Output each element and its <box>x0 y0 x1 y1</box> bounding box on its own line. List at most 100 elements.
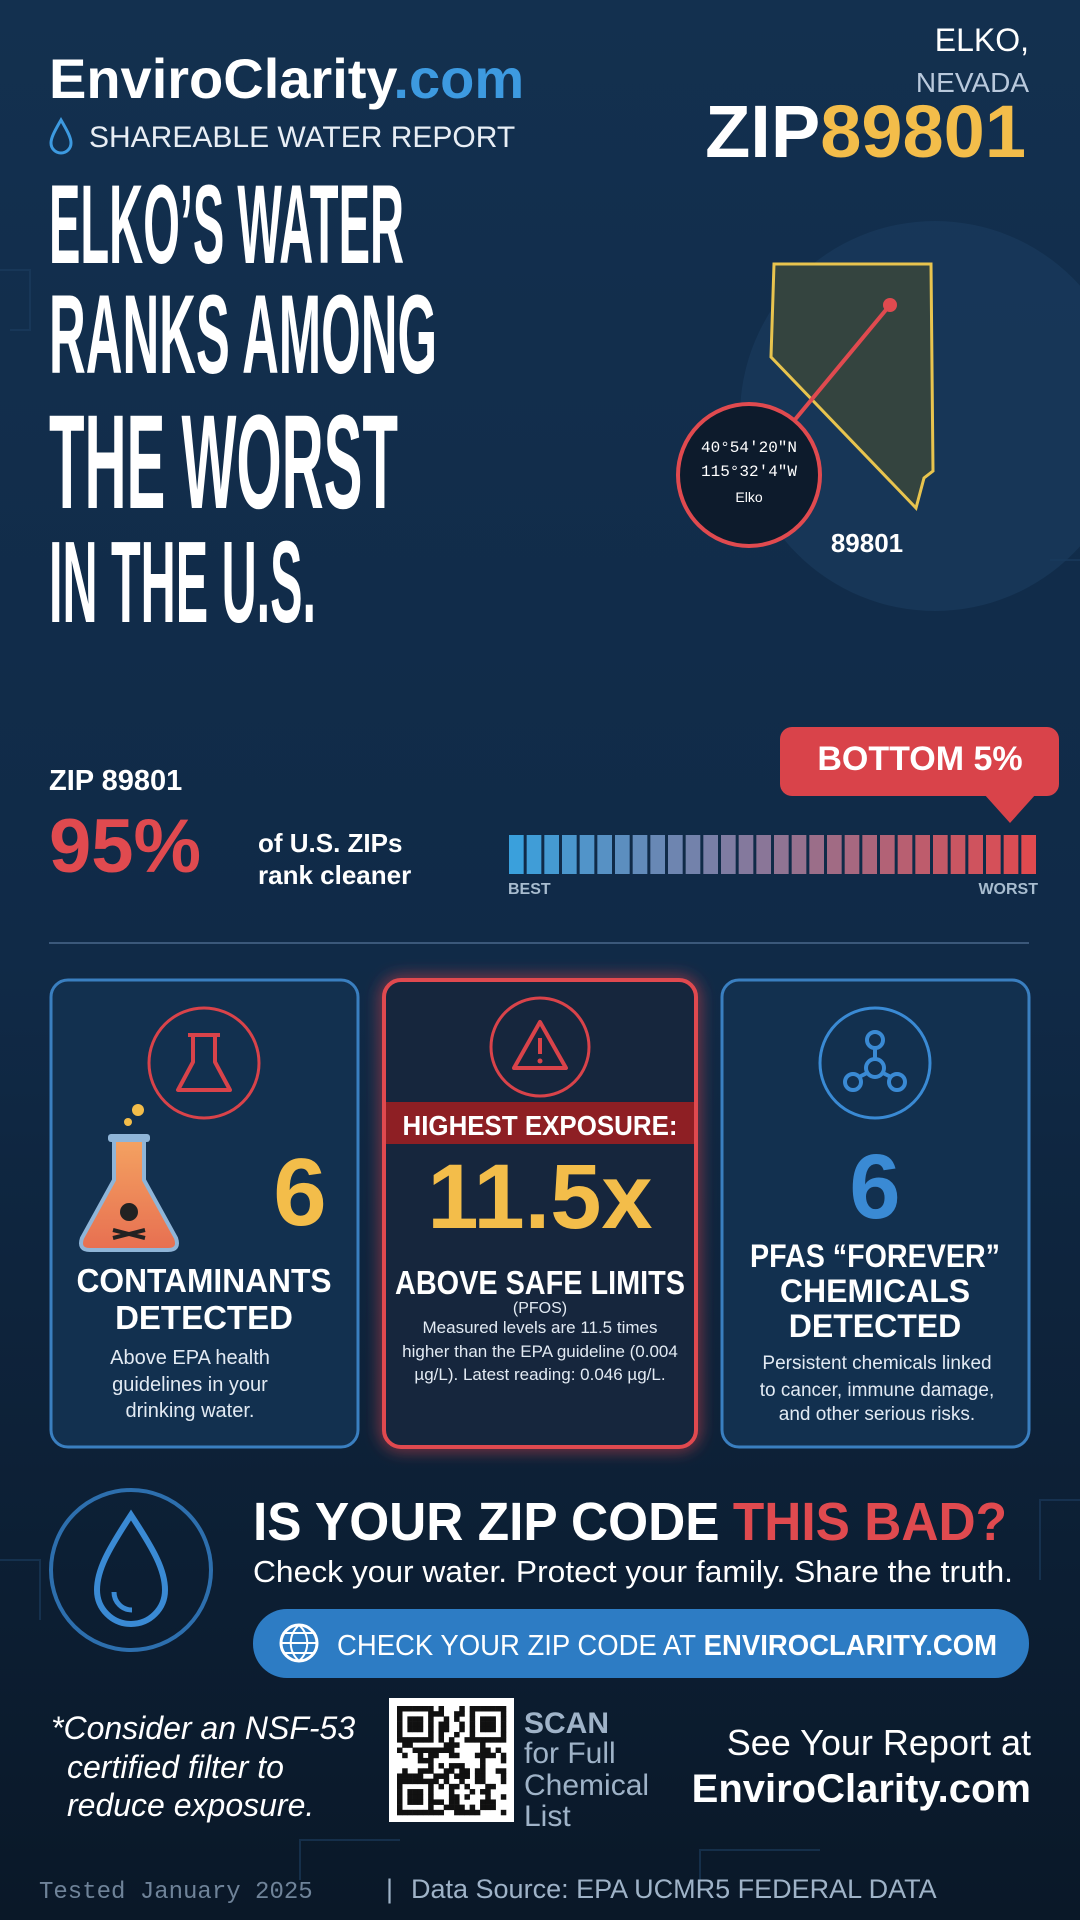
qr-cell <box>485 1804 491 1811</box>
card-description: to cancer, immune damage, <box>760 1380 994 1401</box>
qr-cell <box>397 1716 403 1722</box>
button-label[interactable]: CHECK YOUR ZIP CODE AT <box>337 1630 696 1662</box>
ranking-scale <box>509 835 1036 874</box>
qr-cell <box>397 1773 403 1779</box>
qr-cell <box>407 1721 413 1728</box>
scale-segment <box>703 835 718 874</box>
qr-cell <box>469 1716 476 1722</box>
scale-segment <box>933 835 948 874</box>
qr-cell <box>448 1789 455 1795</box>
subtitle: SHAREABLE WATER REPORT <box>89 121 515 154</box>
qr-cell <box>407 1794 413 1800</box>
qr-cell <box>459 1721 465 1728</box>
qr-cell <box>454 1742 460 1748</box>
card-description: µg/L). Latest reading: 0.046 µg/L. <box>414 1365 665 1384</box>
qr-cell <box>485 1799 491 1805</box>
qr-cell <box>438 1799 445 1805</box>
qr-cell <box>422 1706 429 1712</box>
qr-cell <box>428 1737 434 1743</box>
drop-shine <box>111 1591 133 1613</box>
qr-cell <box>480 1789 486 1795</box>
qr-cell <box>407 1716 413 1722</box>
qr-cell <box>402 1809 408 1816</box>
button-text[interactable]: CHECK YOUR ZIP CODE ATENVIROCLARITY.COM <box>337 1630 997 1662</box>
card-title: CHEMICALS <box>780 1273 970 1309</box>
cta-tagline: Check your water. Protect your family. S… <box>253 1554 1013 1589</box>
flask-illustration <box>79 1138 179 1252</box>
state: NEVADA <box>916 67 1029 98</box>
button-background[interactable] <box>253 1609 1029 1678</box>
qr-cell <box>417 1773 424 1779</box>
qr-cell <box>469 1809 476 1816</box>
badge-text: BOTTOM 5% <box>817 740 1022 778</box>
qr-cell <box>433 1747 439 1754</box>
qr-cell <box>417 1794 424 1800</box>
qr-cell <box>438 1726 445 1733</box>
qr-cell <box>500 1794 507 1800</box>
qr-cell <box>428 1757 434 1764</box>
scale-segment <box>509 835 524 874</box>
qr-cell <box>480 1726 486 1733</box>
qr-cell <box>412 1799 419 1805</box>
qr-cell <box>422 1778 429 1785</box>
qr-cell <box>474 1737 481 1743</box>
qr-cell <box>490 1783 496 1790</box>
scale-segment <box>791 835 807 874</box>
qr-cell <box>454 1716 460 1722</box>
qr-cell <box>464 1773 470 1779</box>
qr-cell <box>480 1747 486 1754</box>
qr-cell <box>454 1799 460 1805</box>
cta-button[interactable]: CHECK YOUR ZIP CODE ATENVIROCLARITY.COM <box>253 1609 1029 1678</box>
qr-cell <box>417 1726 424 1733</box>
card-title: DETECTED <box>115 1299 293 1336</box>
scale-segment <box>562 835 577 874</box>
qr-cell <box>428 1711 434 1717</box>
qr-cell <box>480 1773 486 1779</box>
qr-cell <box>464 1794 470 1800</box>
qr-cell <box>448 1799 455 1805</box>
qr-cell <box>438 1711 445 1717</box>
qr-cell <box>428 1731 434 1738</box>
qr-cell <box>448 1768 455 1774</box>
scale-max: WORST <box>978 881 1038 898</box>
qr-cell <box>480 1737 486 1743</box>
qr-cell <box>402 1706 408 1712</box>
qr-cell <box>412 1721 419 1728</box>
brand: EnviroClarity.com <box>49 47 524 110</box>
qr-cell <box>407 1737 413 1743</box>
report-text: See Your Report at <box>727 1722 1031 1763</box>
qr-cell <box>443 1778 450 1785</box>
qr-cell <box>459 1778 465 1785</box>
advice: certified filter to <box>67 1749 284 1785</box>
qr-cell <box>485 1726 491 1733</box>
qr-cell <box>459 1763 465 1769</box>
qr-cell <box>474 1809 481 1816</box>
qr-cell <box>459 1768 465 1774</box>
qr-cell <box>480 1752 486 1759</box>
scale-segment <box>597 835 612 874</box>
qr-cell <box>438 1783 445 1790</box>
badge-pointer <box>984 794 1036 823</box>
state-outline <box>769 262 935 511</box>
scan-text: SCAN <box>524 1707 609 1740</box>
qr-cell <box>428 1747 434 1754</box>
qr-cell <box>428 1778 434 1785</box>
qr-cell <box>500 1731 507 1738</box>
card-icon <box>489 996 591 1098</box>
qr-cell <box>474 1752 481 1759</box>
qr-cell <box>417 1721 424 1728</box>
button-highlight[interactable]: ENVIROCLARITY.COM <box>704 1630 997 1662</box>
qr-cell <box>490 1726 496 1733</box>
bubble <box>132 1104 144 1116</box>
scan-text: for Full <box>524 1737 616 1770</box>
qr-cell <box>443 1773 450 1779</box>
card <box>720 978 1031 1449</box>
flask-icon <box>176 1033 232 1092</box>
qr-cell <box>428 1768 434 1774</box>
drop-icon <box>49 117 73 155</box>
qr-cell <box>397 1706 403 1712</box>
card-description: drinking water. <box>126 1400 255 1422</box>
qr-cell <box>500 1706 507 1712</box>
qr-cell <box>480 1804 486 1811</box>
